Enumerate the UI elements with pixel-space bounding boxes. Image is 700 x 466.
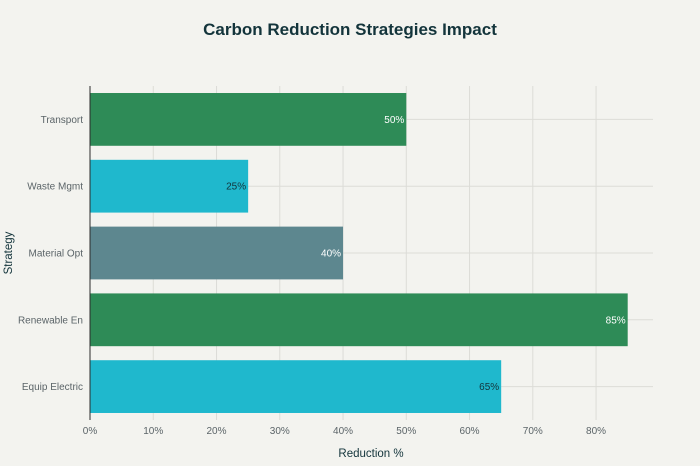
x-axis-title: Reduction %	[338, 448, 403, 460]
bars	[90, 93, 628, 413]
x-tick-label: 80%	[586, 426, 606, 437]
bar	[90, 93, 407, 146]
bar	[90, 226, 344, 280]
y-tick-label: Renewable En	[18, 315, 83, 326]
x-tick-label: 10%	[143, 426, 163, 437]
bar-value-label: 50%	[384, 115, 404, 126]
y-tick-label: Transport	[41, 115, 84, 126]
bar-value-label: 85%	[606, 315, 626, 326]
bar-value-label: 65%	[479, 382, 499, 393]
bar-value-label: 25%	[226, 182, 246, 193]
x-tick-label: 40%	[333, 426, 353, 437]
y-tick-labels: Transport Waste Mgmt Material Opt Renewable…	[18, 115, 83, 393]
y-axis-title: Strategy	[3, 231, 15, 274]
x-tick-label: 30%	[270, 426, 290, 437]
x-tick-label: 70%	[523, 426, 543, 437]
bar	[90, 360, 502, 413]
x-tick-label: 20%	[207, 426, 227, 437]
bar	[90, 159, 249, 213]
chart-title: Carbon Reduction Strategies Impact	[203, 20, 497, 39]
bar-value-label: 40%	[321, 249, 341, 260]
y-tick-label: Material Opt	[29, 249, 84, 260]
x-tick-label: 60%	[460, 426, 480, 437]
x-tick-label: 0%	[83, 426, 98, 437]
y-tick-label: Equip Electric	[22, 382, 83, 393]
y-tick-label: Waste Mgmt	[27, 182, 83, 193]
bar	[90, 293, 628, 347]
x-tick-labels: 0% 10% 20% 30% 40% 50% 60% 70% 80%	[83, 426, 606, 437]
bar-labels: 50% 25% 40% 85% 65%	[226, 115, 626, 393]
x-tick-label: 50%	[396, 426, 416, 437]
